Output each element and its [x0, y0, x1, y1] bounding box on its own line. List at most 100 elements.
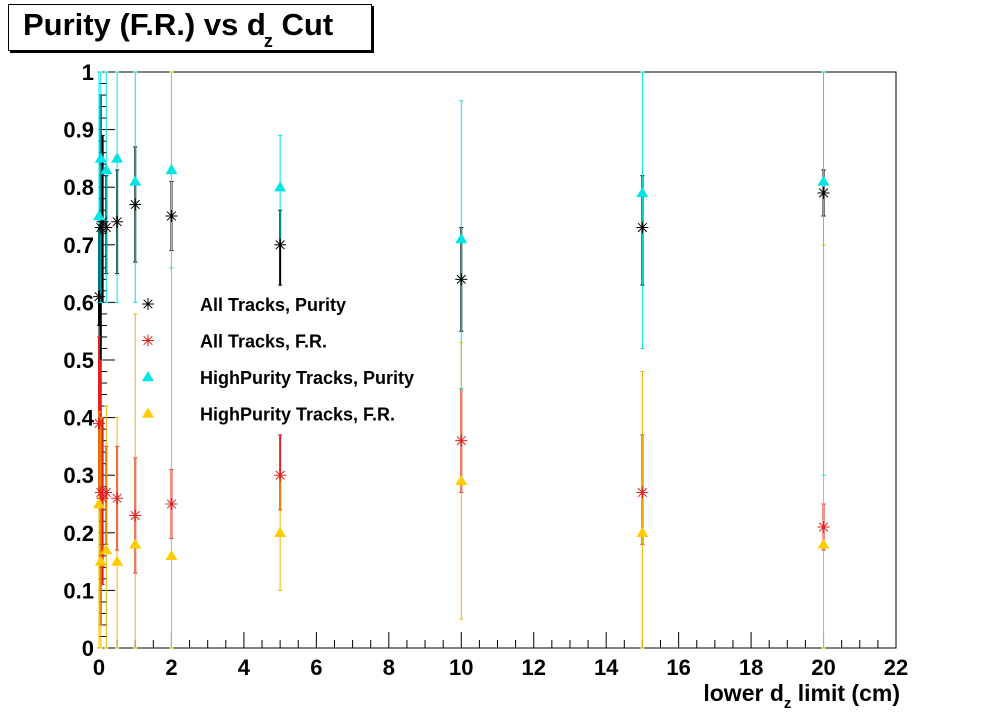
legend-label: All Tracks, Purity: [200, 295, 346, 315]
data-point-triangle: [94, 152, 107, 163]
star-stroke: [101, 222, 111, 233]
x-tick-label: 18: [739, 655, 763, 680]
data-point-star: [636, 221, 649, 234]
y-tick-label: 0.9: [63, 118, 94, 143]
chart-title-main: Purity (F.R.) vs d: [23, 7, 266, 42]
plot-frame: [98, 71, 897, 649]
data-point-triangle: [455, 233, 468, 244]
star-stroke: [94, 418, 104, 429]
x-tick-label: 4: [238, 655, 251, 680]
data-point-triangle: [455, 474, 468, 486]
star-stroke: [166, 499, 177, 509]
data-point-star: [636, 486, 649, 499]
legend: All Tracks, Purity All Tracks, F.R. HighPu…: [142, 295, 414, 425]
star-stroke: [130, 510, 140, 521]
chart-title: Purity (F.R.) vs dz Cut: [23, 7, 334, 51]
star-stroke: [112, 217, 122, 227]
data-point-triangle: [94, 555, 107, 566]
x-axis-label-sub: z: [783, 695, 792, 712]
legend-marker-triangle: [142, 371, 154, 382]
data-point-triangle: [111, 555, 124, 566]
x-axis-label-pre: lower d: [703, 680, 784, 706]
star-stroke: [166, 211, 177, 221]
y-tick-label: 0.7: [63, 233, 94, 258]
star-stroke: [130, 199, 140, 210]
x-tick-label: 14: [594, 655, 619, 680]
data-point-triangle: [636, 186, 649, 198]
data-point-star: [129, 509, 142, 522]
x-tick-label: 12: [521, 655, 545, 680]
axes: 0 2 4 6 8 10 12 14 16 18 20 22 0 0.1 0.2 0.3 0.4 0.5 0.6 0.…: [63, 60, 908, 680]
star-stroke: [275, 240, 285, 250]
plot-area-border: [98, 71, 897, 649]
data-point-star: [111, 492, 124, 505]
data-point-triangle: [274, 181, 287, 192]
x-tick-label: 10: [449, 655, 473, 680]
data-point-triangle: [93, 498, 105, 509]
star-stroke: [275, 470, 285, 480]
star-stroke: [637, 222, 648, 233]
chart-title-box: Purity (F.R.) vs dz Cut: [8, 4, 372, 51]
x-tick-label: 6: [310, 655, 322, 680]
data-point-star: [129, 198, 142, 211]
star-stroke: [818, 188, 829, 198]
data-point-star: [100, 221, 113, 234]
star-stroke: [101, 487, 111, 498]
data-point-star: [817, 521, 830, 534]
y-tick-label: 0.3: [63, 463, 94, 488]
data-point-triangle: [129, 175, 142, 186]
data-point-star: [111, 215, 124, 228]
data-point-triangle: [93, 210, 105, 221]
legend-label: HighPurity Tracks, Purity: [200, 368, 414, 388]
y-tick-label: 0.5: [63, 348, 94, 373]
data-point-star: [274, 238, 287, 251]
star-stroke: [143, 299, 153, 309]
data-point-star: [93, 417, 105, 430]
x-tick-label: 20: [811, 655, 835, 680]
legend-marker-star: [142, 298, 154, 310]
y-tick-label: 0.1: [63, 578, 94, 603]
data-point-triangle: [100, 163, 113, 175]
y-tick-label: 0.8: [63, 175, 94, 200]
data-point-star: [455, 273, 468, 286]
data-point-triangle: [817, 538, 830, 549]
data-point-star: [817, 186, 830, 199]
error-bars: [97, 71, 826, 649]
y-tick-label: 0.4: [63, 406, 94, 431]
x-tick-label: 16: [666, 655, 690, 680]
x-tick-label: 8: [383, 655, 395, 680]
x-tick-label: 22: [884, 655, 908, 680]
x-axis-label: lower dz limit (cm): [703, 680, 900, 712]
data-point-star: [93, 290, 105, 303]
data-point-triangle: [165, 549, 178, 561]
star-stroke: [97, 217, 108, 227]
data-point-triangle: [274, 526, 287, 537]
data-point-triangle: [111, 152, 124, 163]
data-point-triangle: [817, 175, 830, 186]
legend-marker-triangle: [142, 407, 154, 418]
x-tick-label: 2: [165, 655, 177, 680]
star-stroke: [112, 493, 122, 503]
star-stroke: [637, 487, 648, 498]
data-point-star: [165, 498, 178, 510]
data-point-triangle: [100, 544, 113, 555]
legend-label: All Tracks, F.R.: [200, 332, 327, 352]
star-stroke: [456, 274, 466, 285]
y-tick-label: 0.6: [63, 290, 94, 315]
data-point-star: [100, 486, 113, 499]
data-point-star: [274, 469, 287, 482]
x-axis-label-post: limit (cm): [791, 680, 900, 706]
chart-title-subscript: z: [263, 31, 273, 51]
y-tick-label: 1: [82, 60, 94, 85]
data-points: [93, 152, 830, 566]
data-point-triangle: [636, 526, 649, 537]
legend-label: HighPurity Tracks, F.R.: [200, 405, 395, 425]
data-point-star: [165, 210, 178, 222]
star-stroke: [456, 435, 466, 446]
data-point-triangle: [165, 163, 178, 175]
data-point-triangle: [129, 538, 142, 549]
legend-marker-star: [142, 334, 154, 347]
x-tick-label: 0: [93, 655, 105, 680]
chart-title-tail: Cut: [281, 7, 334, 42]
